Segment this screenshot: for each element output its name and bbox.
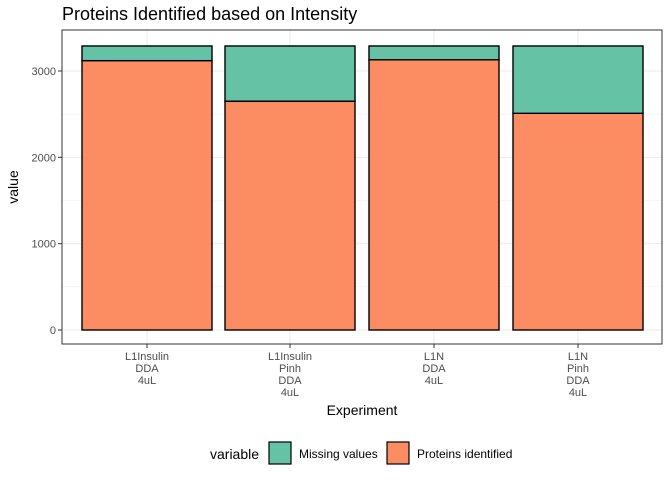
x-axis-title: Experiment: [327, 402, 398, 418]
legend-key-missing-values: [268, 441, 292, 465]
x-tick-label-line: 4uL: [138, 375, 156, 387]
x-tick-label-line: Pinh: [567, 363, 589, 375]
x-tick-label-line: L1N: [568, 351, 588, 363]
x-tick-label-line: L1Insulin: [125, 351, 169, 363]
bar-missing-values-3: [368, 45, 500, 61]
x-tick-label-line: Pinh: [279, 363, 301, 375]
bar-missing-values-2: [224, 45, 356, 102]
bar-proteins-identified-3: [368, 59, 500, 331]
x-tick-label-line: DDA: [278, 375, 302, 387]
x-tick-label-line: 4uL: [425, 375, 443, 387]
x-tick-label: L1N DDA 4uL: [422, 351, 446, 387]
bars: [81, 45, 644, 331]
x-tick-label: L1N Pinh DDA 4uL: [566, 351, 590, 399]
x-tick-label-line: DDA: [135, 363, 159, 375]
chart-title: Proteins Identified based on Intensity: [62, 4, 357, 24]
y-tick-label: 1000: [32, 239, 56, 251]
legend-key-proteins-identified: [386, 441, 410, 465]
legend-label: Proteins identified: [417, 447, 512, 461]
x-tick-label: L1Insulin Pinh DDA 4uL: [268, 351, 312, 399]
bar-proteins-identified-4: [512, 112, 644, 331]
legend-title: variable: [210, 446, 259, 462]
legend: variable Missing values Proteins identifi…: [210, 441, 512, 465]
y-tick-label: 2000: [32, 152, 56, 164]
x-tick-label-line: DDA: [566, 375, 590, 387]
y-tick-label: 3000: [32, 66, 56, 78]
bar-missing-values-4: [512, 45, 644, 115]
legend-label: Missing values: [299, 447, 378, 461]
bar-proteins-identified-1: [81, 59, 213, 331]
x-tick-label-line: DDA: [422, 363, 446, 375]
x-tick-label-line: 4uL: [569, 387, 587, 399]
bar-missing-values-1: [81, 45, 213, 62]
x-tick-label-line: L1N: [424, 351, 444, 363]
y-tick-label: 0: [50, 325, 56, 337]
bar-proteins-identified-2: [224, 100, 356, 331]
y-axis-title: value: [5, 170, 21, 204]
plot-border: [61, 29, 663, 345]
y-axis: 0 1000 2000 3000: [32, 66, 62, 337]
x-tick-label-line: L1Insulin: [268, 351, 312, 363]
x-tick-label: L1Insulin DDA 4uL: [125, 351, 169, 387]
x-tick-label-line: 4uL: [281, 387, 299, 399]
